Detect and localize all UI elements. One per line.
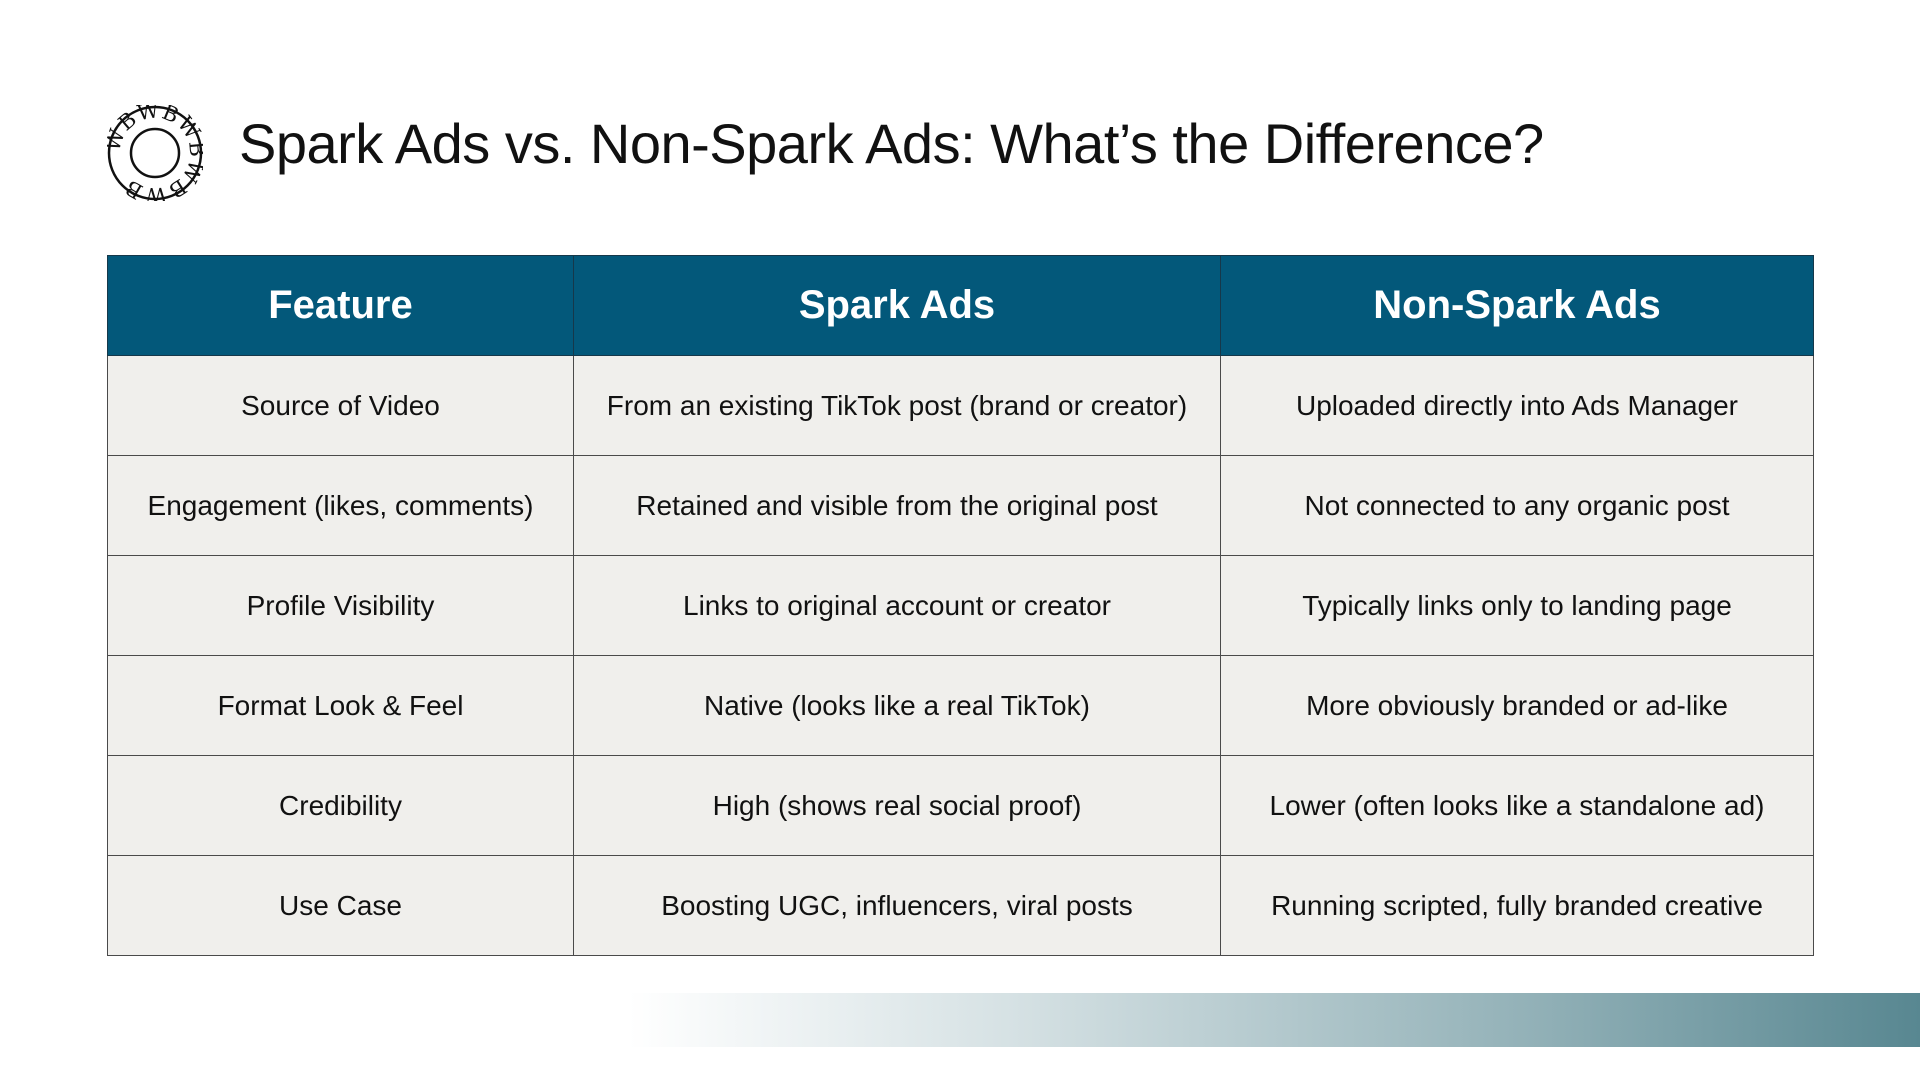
comparison-table: Feature Spark Ads Non-Spark Ads Source o… xyxy=(107,255,1814,956)
table-row: Credibility High (shows real social proo… xyxy=(107,755,1814,856)
non-spark-ads-cell: More obviously branded or ad-like xyxy=(1220,655,1814,756)
spark-ads-cell: Links to original account or creator xyxy=(573,555,1221,656)
table-row: Format Look & Feel Native (looks like a … xyxy=(107,655,1814,756)
spark-ads-cell: From an existing TikTok post (brand or c… xyxy=(573,355,1221,456)
table-row: Profile Visibility Links to original acc… xyxy=(107,555,1814,656)
page-title: Spark Ads vs. Non-Spark Ads: What’s the … xyxy=(239,112,1544,175)
spark-ads-cell: High (shows real social proof) xyxy=(573,755,1221,856)
feature-cell: Credibility xyxy=(107,755,574,856)
non-spark-ads-cell: Running scripted, fully branded creative xyxy=(1220,855,1814,956)
table-row: Source of Video From an existing TikTok … xyxy=(107,355,1814,456)
header-feature: Feature xyxy=(107,255,574,356)
non-spark-ads-cell: Lower (often looks like a standalone ad) xyxy=(1220,755,1814,856)
feature-cell: Use Case xyxy=(107,855,574,956)
spark-ads-cell: Retained and visible from the original p… xyxy=(573,455,1221,556)
svg-text:WBWBWBWBWB: WBWBWBWBWB xyxy=(107,105,203,201)
table-row: Engagement (likes, comments) Retained an… xyxy=(107,455,1814,556)
table-header-row: Feature Spark Ads Non-Spark Ads xyxy=(107,255,1814,356)
header-non-spark-ads: Non-Spark Ads xyxy=(1220,255,1814,356)
feature-cell: Source of Video xyxy=(107,355,574,456)
circular-text-logo-icon: WBWBWBWBWB xyxy=(107,105,203,201)
non-spark-ads-cell: Not connected to any organic post xyxy=(1220,455,1814,556)
feature-cell: Format Look & Feel xyxy=(107,655,574,756)
non-spark-ads-cell: Typically links only to landing page xyxy=(1220,555,1814,656)
feature-cell: Profile Visibility xyxy=(107,555,574,656)
non-spark-ads-cell: Uploaded directly into Ads Manager xyxy=(1220,355,1814,456)
logo-text: WBWBWBWBWB xyxy=(107,105,203,201)
spark-ads-cell: Boosting UGC, influencers, viral posts xyxy=(573,855,1221,956)
spark-ads-cell: Native (looks like a real TikTok) xyxy=(573,655,1221,756)
decorative-gradient-bar xyxy=(628,993,1920,1047)
feature-cell: Engagement (likes, comments) xyxy=(107,455,574,556)
header-spark-ads: Spark Ads xyxy=(573,255,1221,356)
table-row: Use Case Boosting UGC, influencers, vira… xyxy=(107,855,1814,956)
